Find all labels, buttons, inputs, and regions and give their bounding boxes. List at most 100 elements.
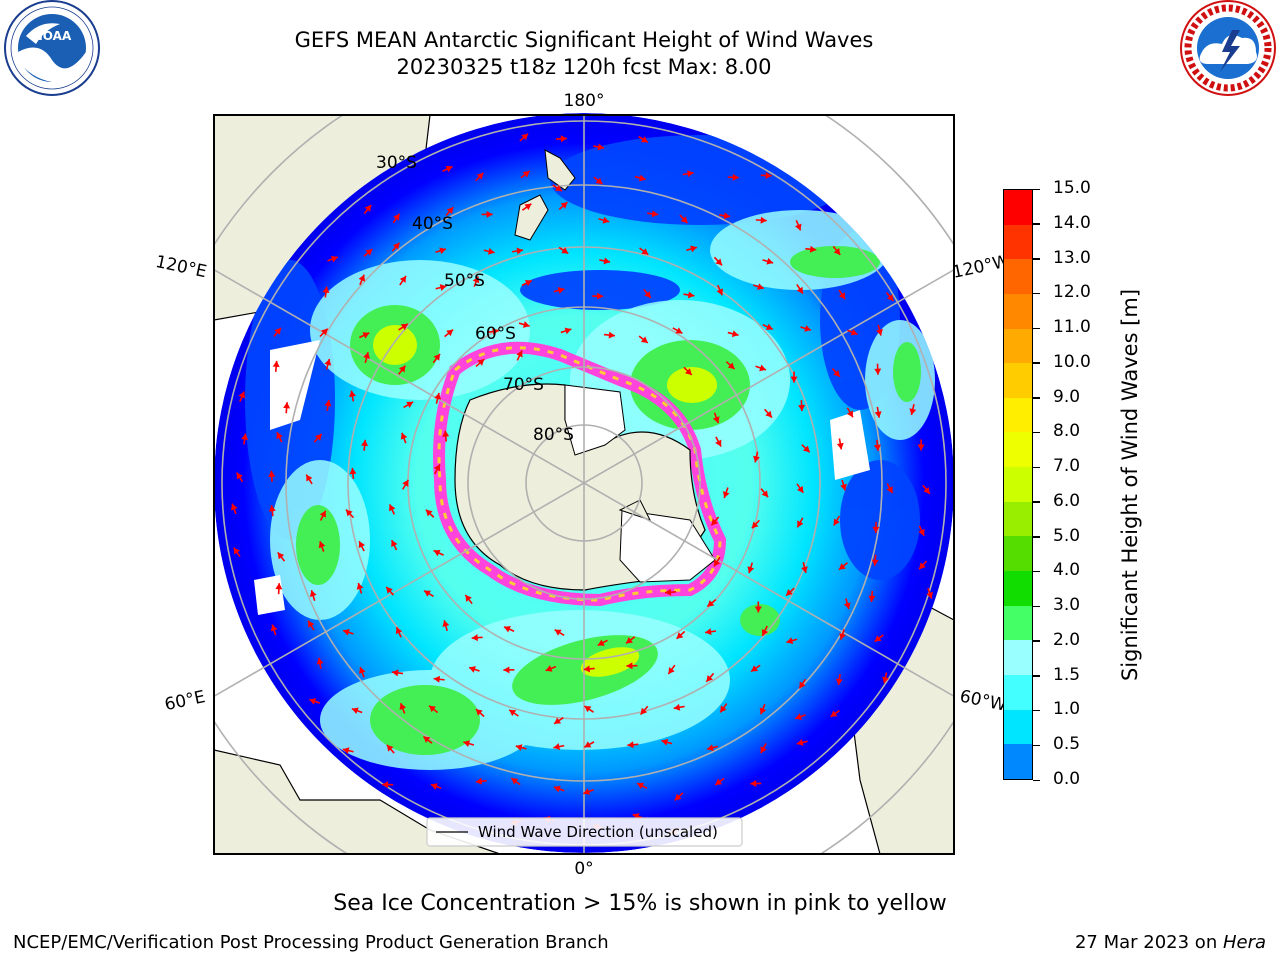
wave-arrow-head [322, 286, 330, 293]
colorbar-swatch [1004, 501, 1032, 537]
wave-arrow-head [515, 744, 523, 751]
africa-land [214, 749, 501, 854]
wave-arrow-head [486, 210, 493, 218]
wave-arrow-head [673, 703, 681, 711]
wave-arrow-head [602, 216, 610, 224]
wave-arrow-head [522, 321, 530, 328]
colorbar-tick-mark [1033, 292, 1040, 295]
colorbar-tick-mark [1033, 570, 1040, 573]
colorbar-tick-label: 1.5 [1053, 664, 1081, 685]
chart-title: GEFS MEAN Antarctic Significant Height o… [294, 28, 874, 52]
wave-arrow-head [760, 216, 767, 224]
wave-arrow-head [584, 706, 592, 713]
wave-arrow-head [236, 472, 243, 480]
wave-arrow-head [625, 636, 633, 644]
colorbar-tick-mark [1033, 779, 1040, 781]
wave-arrow-head [358, 667, 366, 674]
wave-arrow-head [439, 284, 447, 291]
wave-arrow-head [382, 781, 389, 789]
nws-logo [1176, 0, 1280, 100]
legend-label: Wind Wave Direction (unscaled) [478, 823, 718, 841]
wave-arrow-head [524, 203, 532, 211]
colorbar-swatch [1004, 709, 1032, 745]
wave-arrow-head [886, 294, 894, 301]
wave-arrow-head [722, 491, 730, 498]
wave-arrow-head [753, 455, 760, 463]
wave-arrow-head [391, 540, 398, 548]
wave-arrow-head [727, 362, 735, 370]
wave-arrow-head [720, 705, 727, 713]
wave-arrow-head [675, 327, 683, 334]
colorbar [1003, 189, 1033, 780]
lat-label-70: 70°S [503, 375, 544, 395]
wave-arrow-head [503, 666, 510, 674]
wave-arrow-head [324, 399, 332, 407]
meridian-60e-120w [214, 268, 954, 698]
wave-arrow-head [316, 657, 324, 665]
wave-arrow-head [765, 171, 772, 179]
colorbar-tick-mark [1033, 258, 1040, 260]
footer-right: 27 Mar 2023 on Hera [1075, 932, 1266, 953]
wave-arrow-head [503, 626, 511, 633]
lon-label-60w: 60°W [958, 686, 1008, 715]
wave-arrow-head [398, 365, 406, 373]
wave-arrow-head [560, 202, 568, 209]
wave-arrow-head [685, 368, 692, 375]
wave-arrow-head [545, 665, 553, 672]
colorbar-swatch [1004, 571, 1032, 606]
wave-arrow-head [522, 171, 530, 178]
wave-arrow-head [690, 245, 697, 253]
wave-arrow-head [268, 505, 276, 512]
wave-arrow-head [640, 336, 648, 343]
wave-arrow-head [838, 292, 846, 300]
wave-arrow-head [796, 739, 804, 746]
wind-wave-arrows [230, 133, 933, 834]
wave-arrow-head [786, 637, 794, 645]
colorbar-tick-mark [1033, 223, 1040, 225]
wave-arrow-head [836, 442, 844, 450]
wave-arrow-head [584, 741, 592, 748]
colorbar-swatch [1004, 293, 1032, 329]
wave-arrow-head [516, 350, 523, 358]
wave-arrow-head [557, 287, 565, 294]
wave-arrow-head [830, 710, 838, 717]
colorbar-tick-mark [1033, 397, 1040, 399]
wave-arrow-head [554, 717, 562, 724]
footer-host: Hera [1222, 932, 1266, 953]
wave-arrow-head [318, 541, 326, 549]
colorbar-tick-label: 7.0 [1053, 456, 1081, 477]
wave-arrow-head [389, 504, 396, 512]
footer-date: 27 Mar 2023 on [1074, 932, 1223, 953]
wave-arrow-head [349, 467, 357, 475]
wave-arrow-head [754, 606, 762, 613]
colorbar-swatch [1004, 674, 1032, 710]
wave-arrow-head [358, 541, 365, 549]
wave-arrow-head [712, 416, 720, 424]
wave-arrow-head [759, 364, 766, 372]
colorbar-tick-label: 1.0 [1053, 699, 1081, 720]
colorbar-swatch [1004, 432, 1032, 468]
wave-arrow-head [306, 474, 313, 482]
lat-label-30: 30°S [376, 153, 417, 173]
wave-arrow-head [803, 445, 810, 453]
wave-arrow-head [560, 135, 567, 143]
lon-label-120e: 120°E [154, 252, 209, 282]
wave-arrow-head [349, 390, 356, 398]
colorbar-swatch [1004, 190, 1032, 225]
wave-arrow-head [665, 588, 672, 596]
wave-arrow-head [363, 352, 370, 359]
lon-label-bottom: 0° [574, 859, 593, 879]
wave-arrow-head [395, 627, 403, 635]
wave-arrow-head [275, 583, 283, 590]
wave-arrow-head [553, 785, 561, 793]
colorbar-tick-label: 10.0 [1053, 351, 1091, 372]
lat-label-60: 60°S [475, 324, 516, 344]
wave-arrow-head [277, 552, 285, 560]
wave-arrow-head [315, 433, 322, 441]
wave-arrow-head [472, 276, 480, 284]
colorbar-tick-mark [1033, 536, 1040, 538]
wave-arrow-head [874, 368, 882, 375]
wave-arrow-head [751, 521, 759, 529]
wave-arrow-head [833, 369, 840, 377]
wave-arrow-head [676, 632, 684, 639]
